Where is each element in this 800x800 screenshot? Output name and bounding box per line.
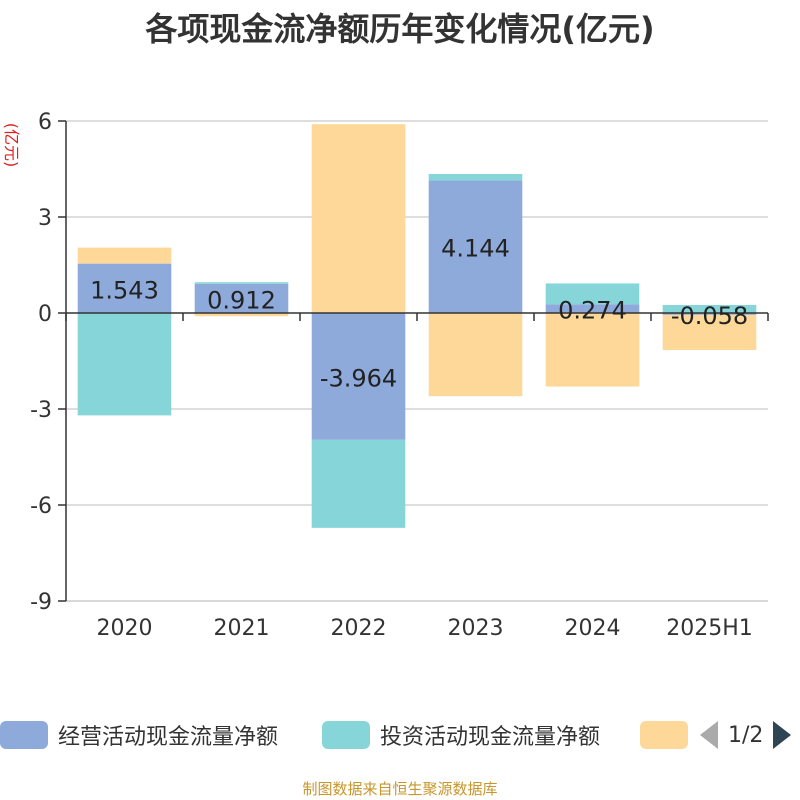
legend-swatch-third: [640, 721, 688, 749]
bar-series-0-2020[interactable]: [77, 263, 172, 313]
bar-series-1-2021[interactable]: [194, 282, 289, 284]
bar-series-1-2025H1[interactable]: [662, 305, 757, 313]
pager-next-icon[interactable]: [773, 721, 792, 749]
x-tick-label: 2020: [97, 616, 153, 641]
bar-series-2-2022[interactable]: [311, 124, 406, 313]
legend-label-operating: 经营活动现金流量净额: [58, 725, 279, 750]
y-tick-label: 0: [38, 302, 52, 327]
bar-series-0-2023[interactable]: [428, 180, 523, 313]
bar-series-1-2022[interactable]: [311, 439, 406, 528]
legend-swatch-investing: [322, 721, 370, 749]
data-label-layer: 1.543 0.912 -3.964 4.144 0.274 -0.058: [90, 235, 748, 393]
bar-series-1-2020[interactable]: [77, 313, 172, 416]
y-tick-label: -9: [30, 590, 52, 615]
chart-title: 各项现金流净额历年变化情况(亿元): [145, 10, 655, 48]
data-label-2021: 0.912: [207, 286, 276, 314]
bar-series-1-2024[interactable]: [545, 283, 640, 305]
pager-prev-icon[interactable]: [700, 721, 718, 749]
y-tick-label: -6: [30, 494, 52, 519]
bar-series-1-2023[interactable]: [428, 173, 523, 181]
bar-series-2-2025H1[interactable]: [662, 314, 757, 351]
legend-item-investing[interactable]: 投资活动现金流量净额: [322, 720, 600, 750]
y-axis-title: (亿元): [2, 123, 21, 168]
x-tick-label: 2021: [214, 616, 270, 641]
y-tick-label: 3: [38, 206, 52, 231]
data-label-2022: -3.964: [320, 364, 397, 392]
bar-series-2-2021[interactable]: [194, 313, 289, 317]
bar-series-0-2025H1[interactable]: [662, 313, 757, 315]
x-tick-label: 2024: [565, 616, 621, 641]
x-tick-label: 2022: [331, 616, 387, 641]
y-tick-label: -3: [30, 398, 52, 423]
source-note: 制图数据来自恒生聚源数据库: [302, 780, 498, 798]
legend-swatch-operating: [0, 721, 48, 749]
data-label-2020: 1.543: [90, 276, 159, 304]
bar-series-2-2023[interactable]: [428, 313, 523, 397]
y-tick-label: 6: [38, 110, 52, 135]
grid-layer: [66, 120, 768, 602]
x-tick-label: 2023: [448, 616, 504, 641]
legend: 经营活动现金流量净额 投资活动现金流量净额 1/2: [0, 712, 800, 756]
legend-pager: 1/2: [700, 720, 792, 750]
bar-series-0-2022[interactable]: [311, 313, 406, 440]
bar-series-2-2020[interactable]: [77, 247, 172, 264]
axis-layer: 6 3 0 -3 -6 -9 2020 2021 2022 2023 2024 2025H1: [30, 110, 769, 641]
bar-series-0-2024[interactable]: [545, 304, 640, 313]
x-tick-label: 2025H1: [666, 616, 753, 641]
bar-series-2-2024[interactable]: [545, 313, 640, 387]
legend-page-indicator: 1/2: [728, 722, 764, 748]
data-label-2023: 4.144: [441, 235, 510, 263]
bar-series-0-2021[interactable]: [194, 283, 289, 313]
legend-label-investing: 投资活动现金流量净额: [380, 725, 601, 750]
legend-item-operating[interactable]: 经营活动现金流量净额: [0, 720, 278, 750]
legend-item-third[interactable]: [640, 720, 698, 750]
bar-layer: [77, 124, 757, 528]
data-label-2025H1: -0.058: [671, 302, 748, 330]
data-label-2024: 0.274: [558, 297, 627, 325]
